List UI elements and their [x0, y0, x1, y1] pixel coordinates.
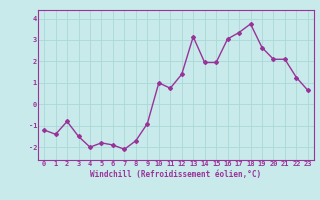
X-axis label: Windchill (Refroidissement éolien,°C): Windchill (Refroidissement éolien,°C)	[91, 170, 261, 179]
